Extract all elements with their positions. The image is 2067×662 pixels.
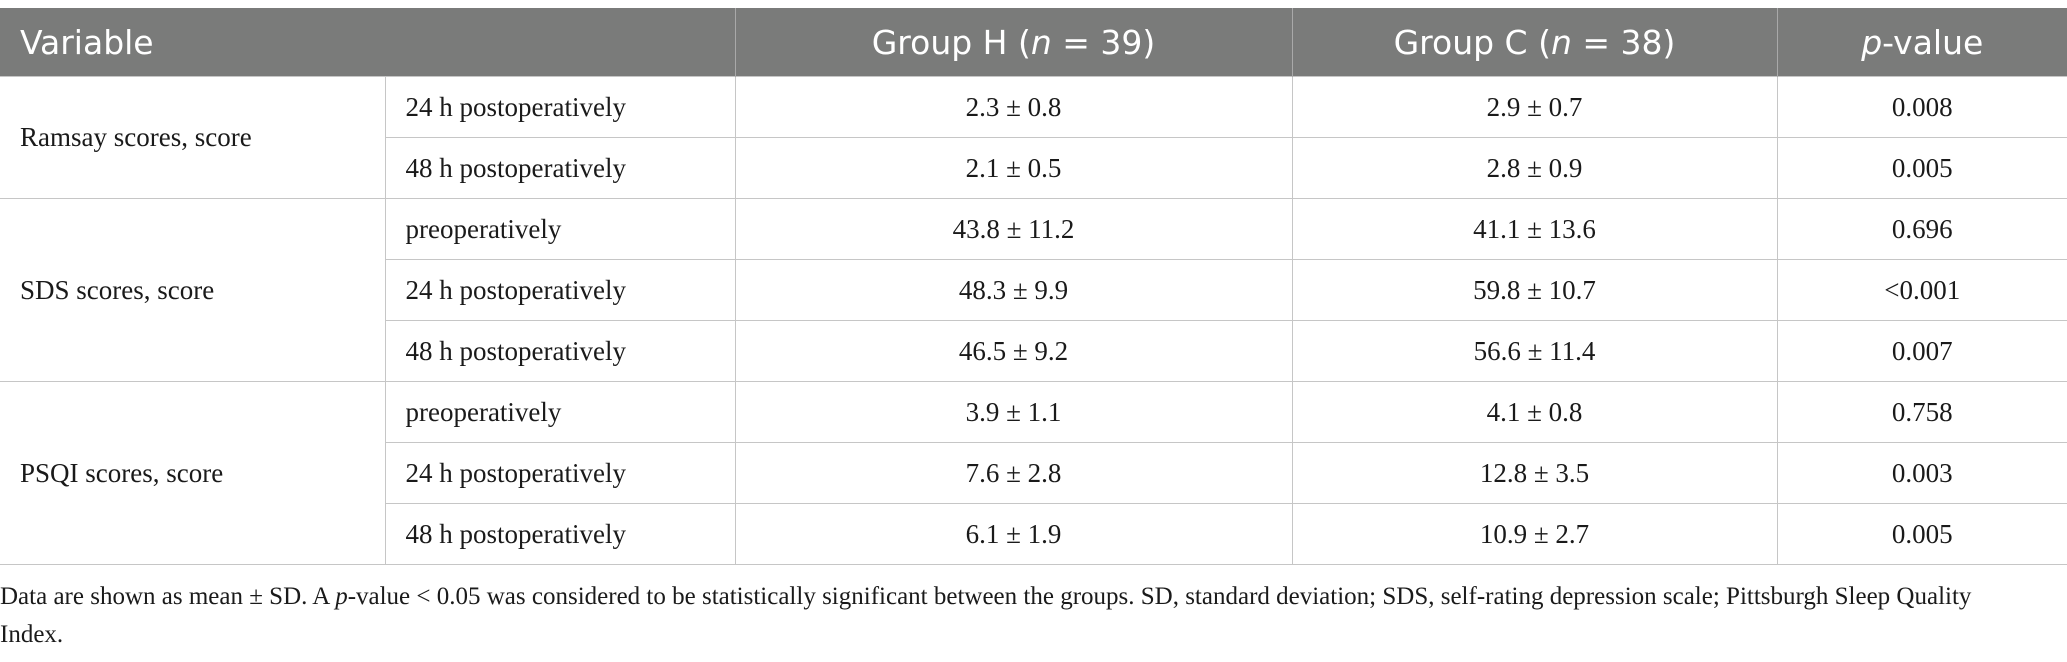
group-c-cell: 2.8 ± 0.9 <box>1291 137 1778 199</box>
table-row: 48 h postoperatively 46.5 ± 9.2 56.6 ± 1… <box>0 320 2067 382</box>
time-cell: 24 h postoperatively <box>384 259 736 321</box>
group-c-cell: 41.1 ± 13.6 <box>1291 198 1778 260</box>
variable-cell: SDS scores, score <box>0 198 386 382</box>
group-h-cell: 2.3 ± 0.8 <box>734 76 1293 138</box>
table-row: PSQI scores, score preoperatively 3.9 ± … <box>0 381 2067 565</box>
group-h-cell: 6.1 ± 1.9 <box>734 503 1293 565</box>
group-c-cell: 2.9 ± 0.7 <box>1291 76 1778 138</box>
table-row: 48 h postoperatively 2.1 ± 0.5 2.8 ± 0.9… <box>0 137 2067 199</box>
table-footnote: Data are shown as mean ± SD. A p-value <… <box>0 583 1972 648</box>
group-c-cell: 10.9 ± 2.7 <box>1291 503 1778 565</box>
group-c-cell: 56.6 ± 11.4 <box>1291 320 1778 382</box>
p-value-cell: 0.758 <box>1776 381 2067 443</box>
header-row: Variable Group H (n = 39) Group C (n = 3… <box>0 8 2067 77</box>
time-cell: 48 h postoperatively <box>384 137 736 199</box>
p-value-cell: 0.008 <box>1776 76 2067 138</box>
table-container: Variable Group H (n = 39) Group C (n = 3… <box>0 8 2067 565</box>
table-row: 24 h postoperatively 7.6 ± 2.8 12.8 ± 3.… <box>0 442 2067 504</box>
group-h-cell: 2.1 ± 0.5 <box>734 137 1293 199</box>
time-cell: 24 h postoperatively <box>384 442 736 504</box>
table-row: 48 h postoperatively 6.1 ± 1.9 10.9 ± 2.… <box>0 503 2067 565</box>
time-cell: 24 h postoperatively <box>384 76 736 138</box>
p-value-cell: 0.005 <box>1776 503 2067 565</box>
table-row: Ramsay scores, score 24 h postoperativel… <box>0 76 2067 199</box>
p-value-cell: 0.007 <box>1776 320 2067 382</box>
header-group-c: Group C (n = 38) <box>1292 8 1778 77</box>
time-cell: preoperatively <box>384 198 736 260</box>
group-c-cell: 4.1 ± 0.8 <box>1291 381 1778 443</box>
header-group-h: Group H (n = 39) <box>735 8 1293 77</box>
group-h-cell: 46.5 ± 9.2 <box>734 320 1293 382</box>
time-cell: 48 h postoperatively <box>384 503 736 565</box>
variable-cell: Ramsay scores, score <box>0 76 386 199</box>
group-h-cell: 3.9 ± 1.1 <box>734 381 1293 443</box>
group-h-cell: 43.8 ± 11.2 <box>734 198 1293 260</box>
p-value-cell: 0.005 <box>1776 137 2067 199</box>
group-h-cell: 48.3 ± 9.9 <box>734 259 1293 321</box>
group-c-cell: 12.8 ± 3.5 <box>1291 442 1778 504</box>
results-table: Variable Group H (n = 39) Group C (n = 3… <box>0 8 2067 565</box>
p-value-cell: 0.003 <box>1776 442 2067 504</box>
table-row: SDS scores, score preoperatively 43.8 ± … <box>0 198 2067 382</box>
table-row: 24 h postoperatively 48.3 ± 9.9 59.8 ± 1… <box>0 259 2067 321</box>
time-cell: preoperatively <box>384 381 736 443</box>
p-value-cell: <0.001 <box>1776 259 2067 321</box>
p-value-cell: 0.696 <box>1776 198 2067 260</box>
header-p-value: p-value <box>1777 8 2067 77</box>
variable-cell: PSQI scores, score <box>0 381 386 565</box>
group-h-cell: 7.6 ± 2.8 <box>734 442 1293 504</box>
group-c-cell: 59.8 ± 10.7 <box>1291 259 1778 321</box>
header-variable: Variable <box>0 8 736 77</box>
time-cell: 48 h postoperatively <box>384 320 736 382</box>
